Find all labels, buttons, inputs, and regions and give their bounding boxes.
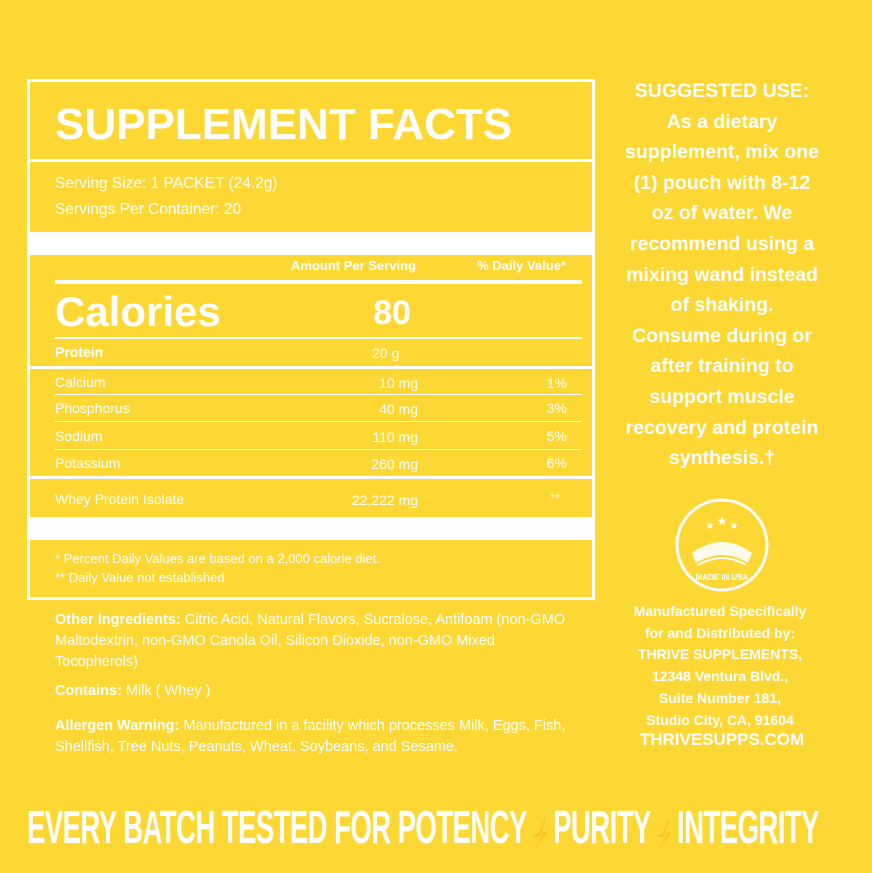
servings-per-container: Servings Per Container: 20 bbox=[55, 201, 242, 218]
text: Milk ( Whey ) bbox=[125, 683, 211, 699]
band bbox=[27, 232, 595, 255]
suggested-use-line: of shaking. bbox=[670, 294, 774, 317]
badge-star: ★ bbox=[706, 521, 715, 532]
nutrient-dv: 6% bbox=[546, 455, 567, 471]
rule bbox=[55, 337, 582, 339]
column-header: % Daily Value* bbox=[477, 258, 566, 273]
nutrient-dv: 1% bbox=[546, 375, 567, 391]
manufacturer-line: for and Distributed by: bbox=[644, 624, 796, 641]
nutrient-amount: 110 mg bbox=[372, 429, 418, 445]
ingredient-dv: ** bbox=[550, 491, 560, 505]
rule bbox=[27, 476, 595, 479]
badge-ring bbox=[675, 498, 769, 592]
banner: EVERY BATCH TESTED FOR POTENCY ⚡ PURITY … bbox=[27, 800, 819, 854]
footnote: ** Daily Value not established bbox=[55, 570, 225, 585]
banner-text: PURITY bbox=[553, 801, 651, 853]
manufacturer-line: Manufactured Specifically bbox=[633, 603, 807, 619]
calories-amount: 80 bbox=[373, 294, 411, 332]
website: THRIVESUPPS.COM bbox=[639, 730, 805, 749]
label: Other Ingredients: bbox=[55, 612, 181, 628]
suggested-use-line: after training to bbox=[650, 355, 794, 378]
badge-field bbox=[692, 542, 752, 563]
nutrient-dv: 5% bbox=[546, 428, 567, 444]
suggested-use-line: recovery and protein bbox=[625, 416, 819, 439]
badge-star: ★ bbox=[730, 521, 739, 532]
suggested-use: SUGGESTED USE: As a dietary supplement, m… bbox=[600, 76, 844, 474]
badge: ★ ★ ★ MADE IN USA bbox=[675, 498, 769, 592]
contains: Contains: Milk ( Whey ) bbox=[55, 683, 210, 699]
facts-box bbox=[27, 79, 595, 600]
suggested-use-line: Consume during or bbox=[632, 324, 812, 347]
manufacturer-line: Studio City, CA, 91604 bbox=[646, 711, 794, 728]
rule bbox=[27, 366, 595, 369]
nutrient-amount: 40 mg bbox=[379, 401, 418, 417]
suggested-use-line: oz of water. We bbox=[651, 202, 793, 225]
nutrient-amount: 20 g bbox=[372, 345, 400, 361]
nutrient-amount: 260 mg bbox=[371, 456, 418, 472]
manufacturer-line: THRIVE SUPPLEMENTS, bbox=[637, 646, 803, 663]
manufacturer: Manufactured Specifically for and Distrib… bbox=[600, 601, 840, 731]
manufacturer-line: Suite Number 181, bbox=[658, 689, 782, 706]
ingredient-amount: 22,222 mg bbox=[351, 492, 418, 508]
rule bbox=[55, 394, 582, 395]
suggested-use-title: SUGGESTED USE: bbox=[634, 80, 810, 102]
badge-text: MADE IN USA bbox=[696, 573, 749, 582]
ingredient-name: Whey Protein Isolate bbox=[55, 491, 185, 507]
footnote: * Percent Daily Values are based on a 2,… bbox=[55, 551, 380, 566]
suggested-use-line: supplement, mix one bbox=[625, 141, 819, 164]
badge-star: ★ bbox=[717, 514, 728, 528]
rule bbox=[55, 421, 582, 422]
suggested-use-line: support muscle bbox=[649, 385, 795, 408]
label: Contains: bbox=[55, 683, 122, 699]
nutrient-name: Potassium bbox=[55, 455, 121, 471]
serving-size: Serving Size: 1 PACKET (24.2g) bbox=[55, 175, 278, 192]
other-ingredients: Other Ingredients: Citric Acid, Natural … bbox=[55, 610, 575, 673]
label: Allergen Warning: bbox=[55, 718, 180, 734]
suggested-use-line: synthesis.† bbox=[668, 447, 776, 470]
manufacturer-line: 12348 Ventura Blvd., bbox=[651, 668, 789, 685]
suggested-use-line: mixing wand instead bbox=[626, 263, 818, 286]
nutrient-name: Calcium bbox=[55, 374, 106, 390]
nutrient-name: Protein bbox=[55, 344, 104, 360]
badge-field bbox=[697, 557, 747, 566]
suggested-use-line: recommend using a bbox=[629, 232, 815, 255]
allergen-warning: Allergen Warning: Manufactured in a faci… bbox=[55, 716, 575, 758]
calories-label: Calories bbox=[55, 288, 221, 335]
facts-title: SUPPLEMENT FACTS bbox=[55, 100, 513, 149]
text: Manufactured in a facility which process… bbox=[55, 718, 566, 755]
suggested-use-line: As a dietary bbox=[666, 110, 778, 133]
rule bbox=[55, 280, 582, 284]
nutrient-dv: 3% bbox=[546, 400, 567, 416]
arrow: ⚡ bbox=[526, 819, 554, 849]
nutrient-amount: 10 mg bbox=[379, 375, 418, 391]
rule bbox=[27, 159, 595, 162]
arrow: ⚡ bbox=[650, 819, 678, 849]
banner-text: EVERY BATCH TESTED FOR POTENCY bbox=[27, 801, 527, 853]
rule bbox=[55, 449, 582, 450]
column-header: Amount Per Serving bbox=[291, 258, 416, 273]
banner-text: INTEGRITY bbox=[677, 801, 819, 853]
text: Citric Acid, Natural Flavors, Sucralose,… bbox=[55, 612, 566, 670]
nutrient-name: Sodium bbox=[55, 428, 103, 444]
suggested-use-line: (1) pouch with 8-12 bbox=[633, 171, 811, 194]
band bbox=[27, 517, 595, 540]
nutrient-name: Phosphorus bbox=[55, 400, 130, 416]
